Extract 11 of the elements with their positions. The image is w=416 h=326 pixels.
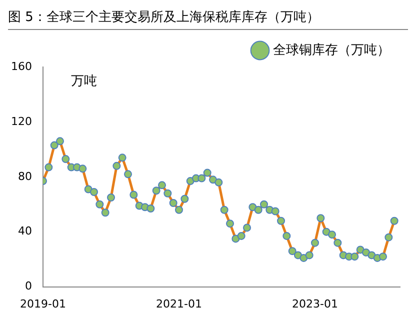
x-tick-label: 2019-01 xyxy=(20,297,66,310)
annotation: 万吨 xyxy=(70,74,97,89)
y-tick-label: 40 xyxy=(18,224,32,238)
x-tick-label: 2023-01 xyxy=(292,297,338,310)
y-tick-label: 120 xyxy=(10,114,32,128)
chart-title: 图 5：全球三个主要交易所及上海保税库库存（万吨） xyxy=(8,8,408,30)
x-tick-label: 2021-01 xyxy=(156,297,202,310)
legend-label: 全球铜库存（万吨） xyxy=(273,42,390,58)
y-tick-label: 80 xyxy=(18,170,32,183)
y-tick-label: 0 xyxy=(24,280,32,293)
y-tick-label: 160 xyxy=(10,60,32,73)
